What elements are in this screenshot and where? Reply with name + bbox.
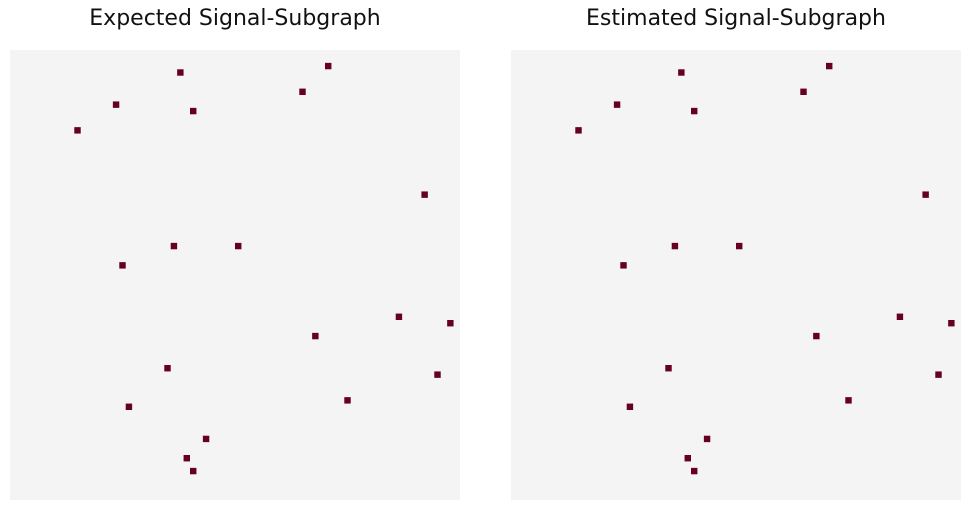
heatmap-cell <box>813 332 820 340</box>
heatmap-cell <box>671 242 679 250</box>
heatmap-cell <box>177 69 184 76</box>
heatmap-cell <box>922 191 929 198</box>
heatmap-cell <box>74 127 81 134</box>
heatmap-cell <box>112 101 120 108</box>
heatmap-cell <box>613 101 621 108</box>
heatmap-cell <box>235 242 242 250</box>
chart-title: Estimated Signal-Subgraph <box>586 6 886 31</box>
heatmap-cell <box>119 262 126 269</box>
heatmap-cell <box>845 397 852 404</box>
heatmap-cell <box>620 262 627 269</box>
heatmap-cell <box>684 455 691 462</box>
heatmap-cell <box>190 107 197 115</box>
heatmap-cell <box>626 403 634 410</box>
heatmap-cell <box>800 88 807 95</box>
heatmap-cell <box>826 62 833 70</box>
heatmap-expected <box>10 50 460 500</box>
heatmap-cell <box>395 313 403 320</box>
heatmap-cell <box>691 107 698 115</box>
chart-panel-expected: Expected Signal-Subgraph <box>10 0 460 511</box>
heatmap-cell <box>736 242 743 250</box>
heatmap-cell <box>434 371 441 378</box>
heatmap-cell <box>325 62 332 70</box>
heatmap-cell <box>665 365 672 372</box>
heatmap-cell <box>678 69 685 76</box>
chart-panel-estimated: Estimated Signal-Subgraph <box>511 0 961 511</box>
heatmap-cell <box>575 127 582 134</box>
heatmap-cell <box>344 397 351 404</box>
heatmap-cell <box>421 191 428 198</box>
heatmap-background <box>10 50 460 500</box>
heatmap-cell <box>183 455 190 462</box>
heatmap-estimated <box>511 50 961 500</box>
heatmap-cell <box>202 435 210 443</box>
heatmap-cell <box>447 320 454 327</box>
heatmap-background <box>511 50 961 500</box>
heatmap-cell <box>190 467 197 475</box>
heatmap-cell <box>312 332 319 340</box>
heatmap-cell <box>703 435 711 443</box>
heatmap-cell <box>125 403 133 410</box>
heatmap-cell <box>170 242 178 250</box>
heatmap-cell <box>164 365 171 372</box>
heatmap-cell <box>896 313 904 320</box>
chart-title: Expected Signal-Subgraph <box>89 6 381 31</box>
heatmap-cell <box>691 467 698 475</box>
heatmap-cell <box>948 320 955 327</box>
heatmap-cell <box>935 371 942 378</box>
heatmap-cell <box>299 88 306 95</box>
